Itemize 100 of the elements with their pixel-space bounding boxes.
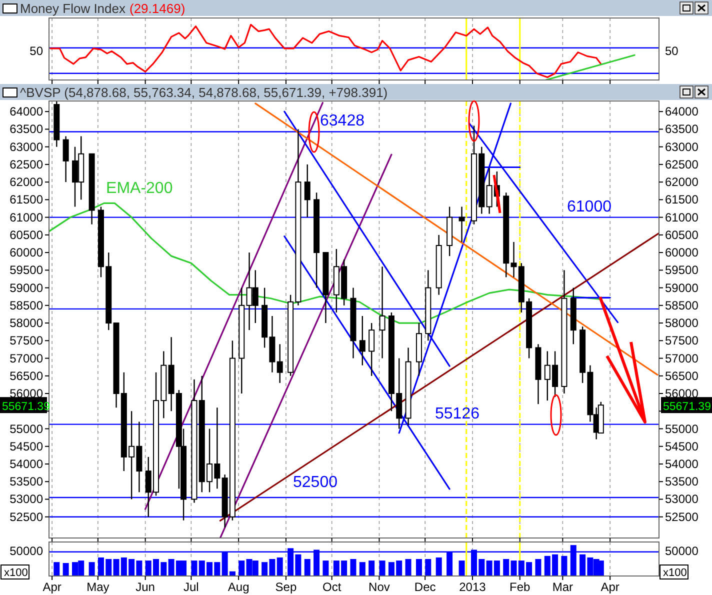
series-label: EMA-200 (106, 180, 173, 198)
text: 50 (30, 44, 44, 58)
ref-line-label: 61000 (567, 198, 612, 216)
y2-tick-label: 52500 (665, 510, 699, 524)
y2-tick-label: 57500 (665, 334, 699, 348)
text: 55671.39 (663, 401, 711, 414)
bar (561, 556, 568, 576)
x-tick-label: Dec (414, 580, 436, 594)
bar (503, 559, 510, 576)
bar (191, 560, 198, 576)
ref-line-label: 63428 (320, 112, 365, 130)
x-tick-label: Feb (510, 580, 531, 594)
x-tick-label: Apr (600, 580, 620, 594)
y-tick-label: 63000 (10, 140, 44, 154)
y2-tick-label: 61500 (665, 192, 699, 207)
y2-tick-label: 60000 (665, 246, 699, 260)
bar (416, 559, 422, 576)
y2-tick-label: 53500 (665, 474, 699, 489)
y-tick-label: 56500 (10, 368, 44, 383)
y-tick-label: 53500 (10, 474, 44, 489)
y2-tick-label: 54000 (665, 456, 699, 471)
y-tick-label: 54500 (10, 439, 44, 454)
y2-tick-label: 62000 (665, 175, 699, 190)
bar (304, 559, 310, 576)
y-tick-label: 59000 (10, 280, 44, 295)
candlestick (379, 266, 386, 359)
x-tick-label: May (86, 580, 110, 594)
y-tick-label: 58000 (10, 316, 44, 330)
text: 50000 (10, 544, 44, 558)
y2-tick-label: 58000 (665, 316, 699, 330)
bar (379, 560, 386, 576)
y-tick-label: 57500 (10, 334, 44, 348)
bar (368, 560, 375, 576)
candlestick (62, 136, 69, 183)
bar (350, 559, 356, 576)
text: 50 (665, 44, 678, 58)
y2-tick-label: 58500 (665, 298, 699, 312)
x-tick-label: Jun (136, 580, 155, 594)
bar (54, 562, 60, 576)
y-tick-label: 54000 (10, 456, 44, 471)
x-tick-label: Mar (552, 580, 574, 594)
y-tick-label: 60000 (10, 246, 44, 260)
y-tick-label: 53000 (10, 492, 44, 506)
y2-tick-label: 57000 (665, 351, 699, 366)
candlestick (359, 315, 366, 366)
y2-tick-label: 63000 (665, 140, 699, 154)
y-tick-label: 57000 (10, 351, 44, 366)
candlestick (304, 164, 310, 218)
y-tick-label: 56000 (10, 386, 44, 401)
chart-title: ^BVSP (54,878.68, 55,763.34, 54,878.68, 55,671.39, +798.391) (20, 85, 388, 100)
y-tick-label: 52500 (10, 510, 44, 524)
bar (322, 560, 329, 576)
bar (88, 562, 95, 576)
y2-tick-label: 59500 (665, 263, 699, 278)
x-tick-label: Jul (184, 580, 199, 594)
text: x100 (4, 567, 28, 579)
y-tick-label: 59500 (10, 263, 44, 278)
bar (405, 559, 412, 576)
y2-tick-label: 62500 (665, 157, 699, 172)
y2-tick-label: 61000 (665, 210, 699, 224)
x-tick-label: 2013 (459, 580, 486, 594)
y-tick-label: 58500 (10, 298, 44, 312)
x-tick-label: Nov (368, 580, 390, 594)
y2-tick-label: 56000 (665, 386, 699, 401)
y-tick-label: 64000 (10, 104, 44, 119)
y2-tick-label: 54500 (665, 439, 699, 454)
bar (436, 557, 442, 576)
y2-tick-label: 64000 (665, 104, 699, 119)
y-tick-label: 61500 (10, 192, 44, 207)
y2-tick-label: 53000 (665, 492, 699, 506)
y-tick-label: 62500 (10, 157, 44, 172)
candlestick (458, 206, 465, 243)
text: x100 (663, 567, 687, 579)
y-tick-label: 63500 (10, 122, 44, 136)
y-tick-label: 55000 (10, 422, 44, 436)
chart-title: Money Flow Index (20, 1, 126, 16)
y2-tick-label: 63500 (665, 122, 699, 136)
y-tick-label: 61000 (10, 210, 44, 224)
x-tick-label: Oct (322, 580, 342, 594)
bar (458, 560, 465, 576)
y2-tick-label: 59000 (665, 280, 699, 295)
x-tick-label: Sep (275, 580, 297, 594)
text: 50000 (665, 544, 698, 558)
bar (359, 562, 366, 576)
ref-line-label: 52500 (293, 474, 338, 491)
candlestick (368, 322, 375, 376)
y2-tick-label: 56500 (665, 368, 699, 383)
bar (276, 557, 283, 576)
y2-tick-label: 60500 (665, 228, 699, 242)
x-tick-label: Aug (228, 580, 250, 594)
bar (62, 563, 69, 576)
bar (535, 559, 542, 576)
ref-line-label: 55126 (435, 405, 480, 422)
chart-subtitle: (29.1469) (130, 1, 186, 16)
y-tick-label: 62000 (10, 175, 44, 190)
y-tick-label: 60500 (10, 228, 44, 242)
candlestick (276, 344, 283, 384)
bar (425, 559, 432, 576)
bar (238, 560, 245, 576)
x-tick-label: Apr (42, 580, 62, 594)
